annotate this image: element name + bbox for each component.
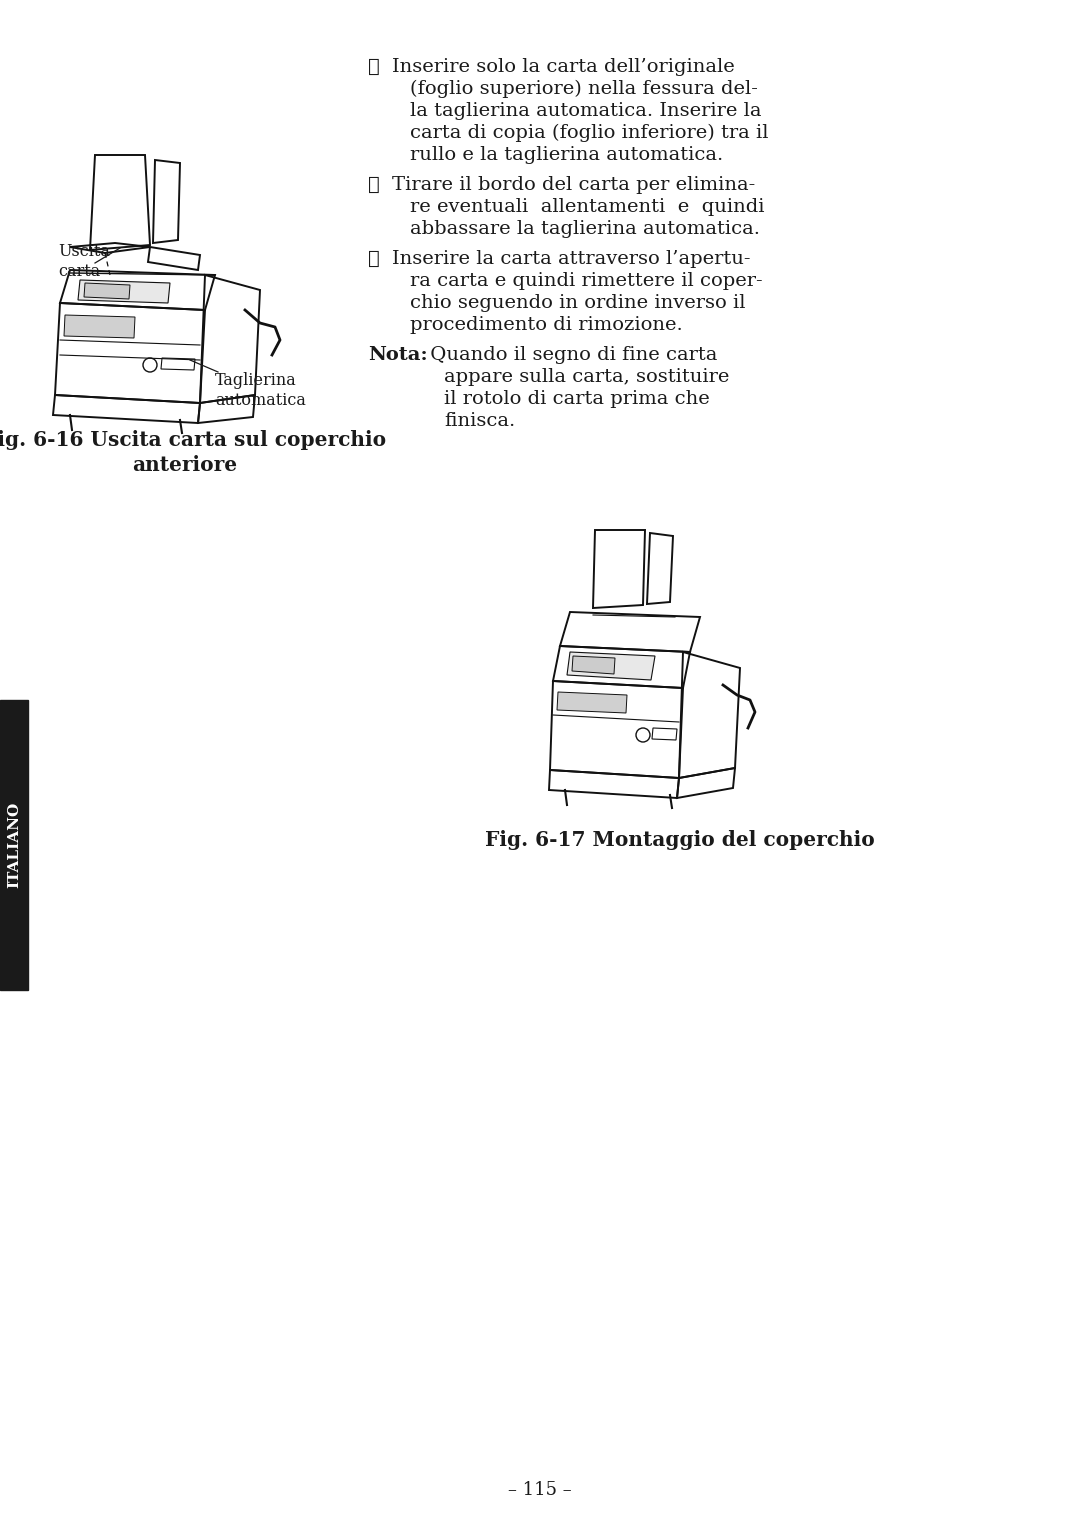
Text: la taglierina automatica. Inserire la: la taglierina automatica. Inserire la bbox=[410, 102, 761, 119]
Polygon shape bbox=[78, 280, 170, 303]
Polygon shape bbox=[567, 651, 654, 680]
Text: ITALIANO: ITALIANO bbox=[6, 801, 21, 888]
Text: rullo e la taglierina automatica.: rullo e la taglierina automatica. bbox=[410, 145, 724, 164]
Text: re eventuali  allentamenti  e  quindi: re eventuali allentamenti e quindi bbox=[410, 197, 765, 216]
Text: carta di copia (foglio inferiore) tra il: carta di copia (foglio inferiore) tra il bbox=[410, 124, 769, 142]
Text: anteriore: anteriore bbox=[133, 456, 238, 476]
Text: Uscita
carta: Uscita carta bbox=[58, 243, 110, 280]
Text: Inserire solo la carta dell’originale: Inserire solo la carta dell’originale bbox=[392, 58, 734, 76]
Text: abbassare la taglierina automatica.: abbassare la taglierina automatica. bbox=[410, 220, 760, 239]
Text: Taglierina
automatica: Taglierina automatica bbox=[215, 372, 306, 408]
Text: Tirare il bordo del carta per elimina-: Tirare il bordo del carta per elimina- bbox=[392, 176, 755, 194]
Text: Fig. 6-16 Uscita carta sul coperchio: Fig. 6-16 Uscita carta sul coperchio bbox=[0, 430, 387, 450]
Text: ❷: ❷ bbox=[368, 176, 380, 194]
Text: appare sulla carta, sostituire: appare sulla carta, sostituire bbox=[444, 368, 729, 385]
Text: – 115 –: – 115 – bbox=[509, 1482, 571, 1498]
Text: Inserire la carta attraverso l’apertu-: Inserire la carta attraverso l’apertu- bbox=[392, 251, 751, 268]
Text: finisca.: finisca. bbox=[444, 411, 515, 430]
Polygon shape bbox=[64, 315, 135, 338]
Text: procedimento di rimozione.: procedimento di rimozione. bbox=[410, 317, 683, 333]
Polygon shape bbox=[84, 283, 130, 300]
Bar bbox=[0, 700, 28, 989]
Text: Nota:: Nota: bbox=[368, 346, 428, 364]
Text: chio seguendo in ordine inverso il: chio seguendo in ordine inverso il bbox=[410, 294, 745, 312]
Text: ❶: ❶ bbox=[368, 58, 380, 76]
Text: ❸: ❸ bbox=[368, 251, 380, 268]
Text: ra carta e quindi rimettere il coper-: ra carta e quindi rimettere il coper- bbox=[410, 272, 762, 291]
Text: Quando il segno di fine carta: Quando il segno di fine carta bbox=[424, 346, 717, 364]
Polygon shape bbox=[557, 693, 627, 713]
Polygon shape bbox=[572, 656, 615, 674]
Text: il rotolo di carta prima che: il rotolo di carta prima che bbox=[444, 390, 710, 408]
Text: (foglio superiore) nella fessura del-: (foglio superiore) nella fessura del- bbox=[410, 80, 758, 98]
Text: Fig. 6-17 Montaggio del coperchio: Fig. 6-17 Montaggio del coperchio bbox=[485, 830, 875, 850]
